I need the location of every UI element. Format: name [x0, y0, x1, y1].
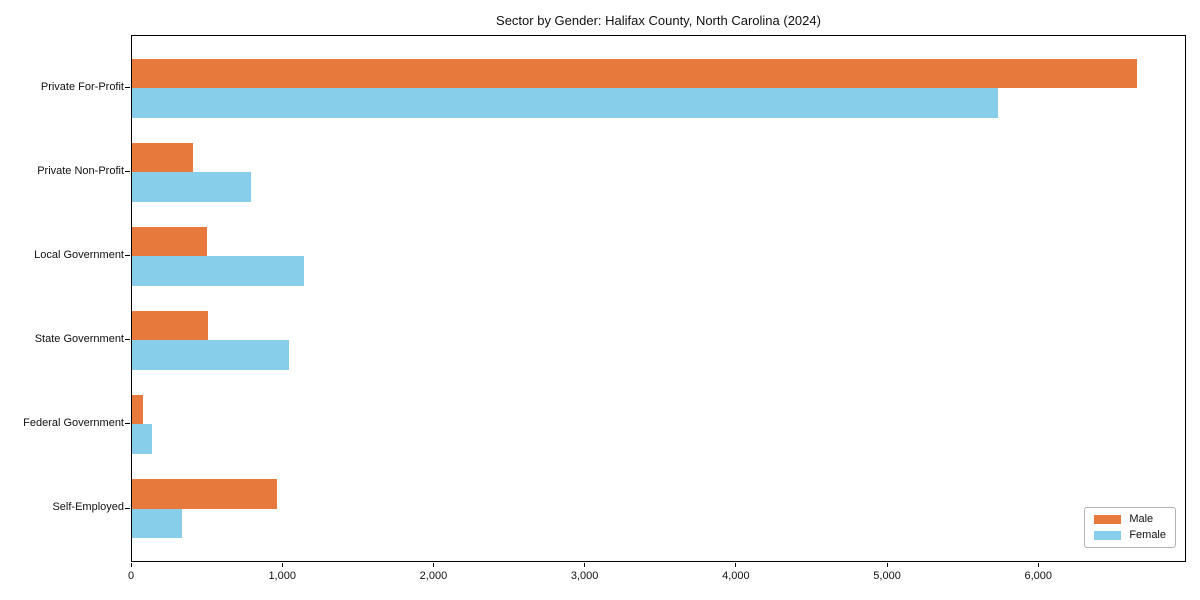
chart-title: Sector by Gender: Halifax County, North … — [496, 13, 821, 28]
y-tick-local-government — [125, 255, 130, 257]
bar-female-federal-government — [132, 424, 152, 454]
bar-male-state-government — [132, 310, 208, 341]
y-tick-label-private-for-profit: Private For-Profit — [40, 80, 124, 93]
bar-female-self-employed — [132, 508, 182, 538]
bar-male-local-government — [132, 226, 207, 257]
bar-male-private-non-profit — [132, 142, 194, 173]
bar-female-private-for-profit — [132, 88, 998, 118]
bar-female-state-government — [132, 340, 290, 370]
x-tick-0 — [130, 563, 132, 567]
bar-male-self-employed — [132, 479, 278, 509]
x-tick-label-4000: 4,000 — [722, 570, 750, 582]
bar-female-local-government — [132, 256, 304, 286]
legend-label-female: Female — [1129, 529, 1166, 541]
x-tick-label-6000: 6,000 — [1024, 570, 1053, 582]
legend-label-male: Male — [1129, 513, 1154, 525]
x-tick-2000 — [432, 563, 434, 567]
legend: Male Female — [1084, 507, 1176, 548]
x-tick-1000 — [281, 563, 283, 567]
x-tick-label-1000: 1,000 — [268, 570, 296, 582]
y-tick-label-state-government: State Government — [34, 332, 124, 345]
x-tick-label-0: 0 — [127, 570, 135, 582]
x-tick-6000 — [1037, 563, 1039, 567]
legend-swatch-male-icon — [1094, 515, 1122, 524]
x-tick-4000 — [735, 563, 737, 567]
y-tick-private-for-profit — [125, 87, 130, 88]
bar-male-private-for-profit — [132, 58, 1137, 88]
y-tick-label-local-government: Local Government — [34, 248, 124, 261]
y-tick-federal-government — [125, 423, 130, 425]
plot-area: Male Female — [131, 35, 1186, 562]
legend-item-male: Male — [1094, 514, 1166, 525]
x-tick-3000 — [584, 563, 586, 567]
y-tick-state-government — [125, 339, 130, 341]
x-tick-label-3000: 3,000 — [570, 570, 599, 582]
y-tick-label-self-employed: Self-Employed — [52, 501, 124, 513]
y-tick-label-private-non-profit: Private Non-Profit — [37, 164, 124, 177]
legend-swatch-female-icon — [1094, 531, 1122, 540]
bar-male-federal-government — [132, 394, 143, 425]
x-tick-label-2000: 2,000 — [419, 570, 448, 582]
legend-item-female: Female — [1094, 530, 1166, 541]
y-tick-label-federal-government: Federal Government — [23, 416, 124, 429]
x-tick-5000 — [886, 563, 888, 567]
y-tick-private-non-profit — [125, 171, 130, 173]
x-tick-label-5000: 5,000 — [873, 570, 901, 582]
bar-female-private-non-profit — [132, 172, 251, 202]
y-tick-self-employed — [125, 507, 130, 509]
